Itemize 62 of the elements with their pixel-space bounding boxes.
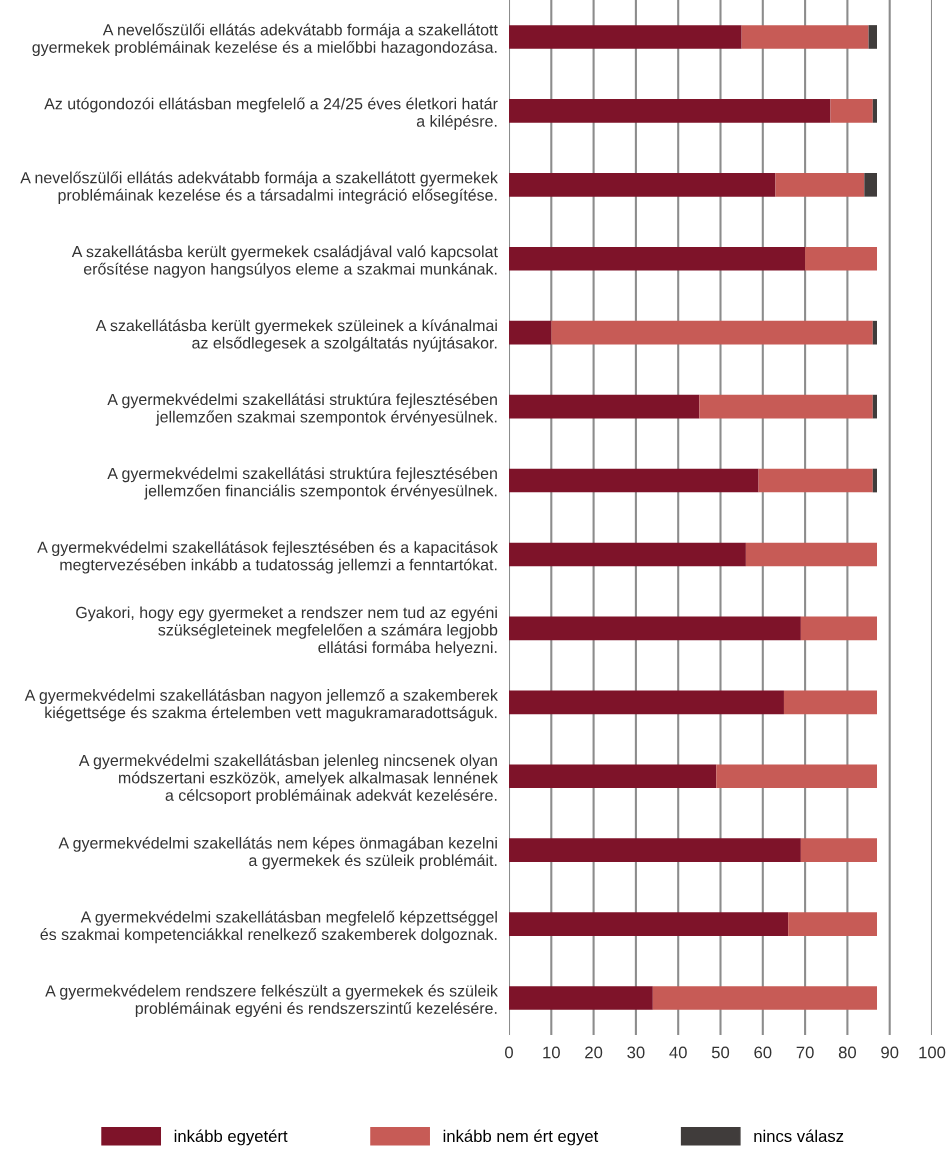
bar [800, 616, 878, 641]
y-tick-label: A gyermekvédelmi szakellátások fejlesztésében és a kapacitások megtervezésében inkább a tudatosság jellemzi a fenntartókat. [37, 541, 498, 574]
bar [788, 912, 878, 936]
bar [509, 690, 784, 715]
bar [509, 320, 552, 345]
bar [872, 394, 878, 419]
x-tick-label: 10 [543, 1046, 560, 1059]
y-tick-label: A gyermekvédelmi szakellátásban jelenleg nincsenek olyan módszertani eszközök, amelyek alkalmasak lennének a célcsoport problémáinak adekvát kezelésére. [78, 754, 498, 805]
bar [741, 25, 869, 49]
y-tick-label: A nevelőszülői ellátás adekvátabb formája a szakellátott gyermekek problémáinak kezelése és a mielőbbi hazagondozása. [32, 23, 498, 57]
x-tick-label: 60 [754, 1046, 772, 1059]
bar [509, 25, 742, 49]
bar [699, 394, 873, 419]
bar [509, 986, 653, 1010]
bar [509, 764, 717, 789]
bar [509, 172, 776, 197]
x-tick-label: 100 [919, 1046, 946, 1059]
y-tick-label: A gyermekvédelem rendszere felkészült a gyermekek és szüleik problémáinak egyéni és rendszerszintű kezelésére. [45, 984, 498, 1018]
bar [509, 246, 806, 271]
y-tick-label: A nevelőszülői ellátás adekvátabb formája a szakellátott gyermekek problémáinak kezelése és a társadalmi integráció elősegítése. [20, 171, 498, 204]
y-tick-label: A szakellátásba került gyermekek családjával való kapcsolat erősítése nagyon hangsúlyos eleme a szakmai munkának. [71, 245, 498, 278]
bar [509, 912, 789, 936]
bar [551, 320, 873, 345]
bar [830, 99, 873, 123]
bar [716, 764, 878, 789]
bar [783, 690, 878, 715]
bar [509, 99, 831, 123]
x-tick-label: 90 [881, 1046, 899, 1059]
x-tick-label: 30 [627, 1046, 645, 1059]
bar [758, 468, 873, 493]
y-tick-label: A gyermekvédelmi szakellátás nem képes önmagában kezelni a gyermekek és szüleik problémáit. [58, 836, 497, 870]
bar [872, 468, 878, 493]
bar [800, 838, 878, 863]
x-tick-label: 0 [505, 1046, 513, 1059]
bar [652, 986, 878, 1010]
y-tick-label: A gyermekvédelmi szakellátási struktúra fejlesztésében jellemzően financiális szempontok érvényesülnek. [107, 467, 497, 500]
bar [775, 172, 865, 197]
x-tick-label: 50 [711, 1046, 730, 1059]
bar [872, 320, 878, 345]
legend-label: inkább nem ért egyet [443, 1129, 599, 1146]
x-tick-label: 80 [838, 1046, 857, 1059]
y-tick-label: Gyakori, hogy egy gyermeket a rendszer nem tud az egyéni szükségleteinek megfelelően a számára legjobb ellátási formába helyezni. [76, 606, 498, 657]
y-tick-label: Az utógondozói ellátásban megfelelő a 24/25 éves életkori határ a kilépésre. [44, 97, 498, 130]
y-tick-label: A gyermekvédelmi szakellátási struktúra fejlesztésében jellemzően szakmai szempontok érvényesülnek. [107, 393, 497, 426]
y-tick-label: A gyermekvédelmi szakellátásban megfelelő képzettséggel és szakmai kompetenciákkal renelkező szakemberek dolgoznak. [40, 910, 497, 944]
y-tick-label: A szakellátásba került gyermekek szüleinek a kívánalmai az elsődlegesek a szolgáltatás nyújtásakor. [95, 319, 497, 352]
bar [509, 394, 700, 419]
bar [509, 542, 746, 567]
x-tick-label: 20 [585, 1046, 603, 1059]
bar [864, 172, 878, 197]
bar [805, 246, 878, 271]
legend-label: nincs válasz [754, 1129, 844, 1143]
bar [509, 468, 759, 493]
bar [509, 838, 801, 863]
y-tick-label: A gyermekvédelmi szakellátásban nagyon jellemző a szakemberek kiégettsége és szakma értelemben vett magukramaradottságuk. [24, 688, 498, 722]
bar [745, 542, 878, 567]
x-tick-label: 70 [796, 1046, 814, 1059]
bar [868, 25, 878, 49]
legend-label: inkább egyetért [174, 1129, 288, 1146]
x-tick-label: 40 [669, 1046, 687, 1059]
bar [872, 99, 878, 123]
bar [509, 616, 801, 641]
